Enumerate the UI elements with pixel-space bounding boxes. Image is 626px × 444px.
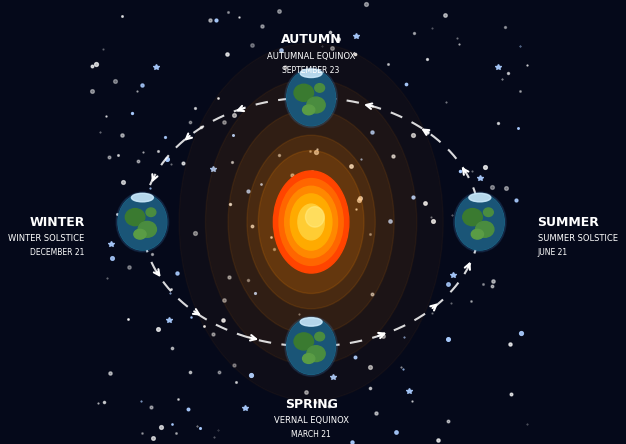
Text: SUMMER: SUMMER [538,215,600,229]
Ellipse shape [471,229,483,239]
Ellipse shape [302,353,315,363]
Ellipse shape [131,193,153,202]
Ellipse shape [285,68,337,127]
Ellipse shape [454,192,506,252]
Ellipse shape [305,207,324,227]
Ellipse shape [476,222,494,237]
Ellipse shape [315,332,324,341]
Ellipse shape [315,83,324,92]
Ellipse shape [118,194,167,250]
Ellipse shape [285,317,337,376]
Text: AUTUMNAL EQUINOX: AUTUMNAL EQUINOX [267,52,356,61]
Ellipse shape [279,178,343,266]
Text: AUTUMN: AUTUMN [281,33,341,47]
Ellipse shape [290,194,332,250]
Ellipse shape [300,317,322,326]
Text: VERNAL EQUINOX: VERNAL EQUINOX [274,416,349,425]
Ellipse shape [294,84,314,101]
Ellipse shape [116,192,168,252]
Ellipse shape [307,346,325,361]
Text: MARCH 21: MARCH 21 [291,430,331,439]
Ellipse shape [300,69,322,78]
Text: WINTER SOLSTICE: WINTER SOLSTICE [8,234,85,243]
Ellipse shape [298,204,324,240]
Text: SUMMER SOLSTICE: SUMMER SOLSTICE [538,234,618,243]
Ellipse shape [469,193,491,202]
Ellipse shape [307,97,325,113]
Text: SEPTEMBER 23: SEPTEMBER 23 [282,66,340,75]
Ellipse shape [118,194,167,250]
Ellipse shape [456,194,504,250]
Text: JUNE 21: JUNE 21 [538,248,568,257]
Ellipse shape [125,209,145,226]
Ellipse shape [205,79,417,365]
Ellipse shape [456,194,505,250]
Ellipse shape [287,70,336,126]
Text: WINTER: WINTER [29,215,85,229]
Ellipse shape [463,209,482,226]
Ellipse shape [287,318,336,374]
Ellipse shape [285,186,337,258]
Ellipse shape [287,70,335,125]
Ellipse shape [274,171,349,273]
Text: DECEMBER 21: DECEMBER 21 [30,248,85,257]
Ellipse shape [138,222,156,237]
Ellipse shape [287,319,335,374]
Ellipse shape [247,135,375,309]
Ellipse shape [294,333,314,350]
Text: SPRING: SPRING [285,397,337,411]
Ellipse shape [259,151,364,293]
Ellipse shape [146,208,156,217]
Ellipse shape [134,229,146,239]
Ellipse shape [228,110,394,334]
Ellipse shape [302,105,315,115]
Ellipse shape [483,208,493,217]
